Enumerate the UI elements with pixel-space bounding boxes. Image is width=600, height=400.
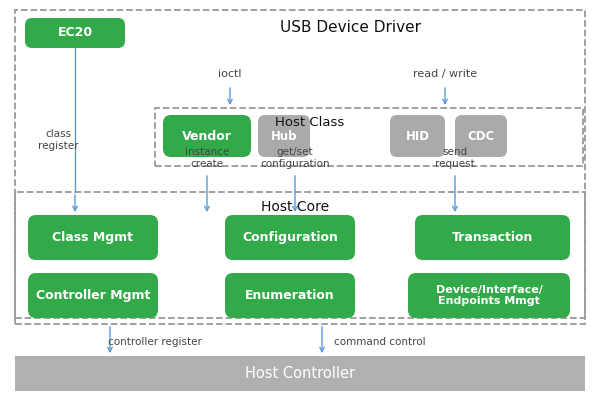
Text: EC20: EC20 (58, 26, 92, 40)
Text: ioctl: ioctl (218, 69, 242, 79)
FancyBboxPatch shape (225, 273, 355, 318)
Text: Controller Mgmt: Controller Mgmt (36, 289, 150, 302)
FancyBboxPatch shape (455, 115, 507, 157)
Text: CDC: CDC (467, 130, 494, 142)
Text: class
register: class register (38, 129, 79, 151)
Text: controller register: controller register (108, 337, 202, 347)
Text: USB Device Driver: USB Device Driver (280, 20, 421, 36)
Text: instance
create: instance create (185, 147, 229, 169)
Text: Host Core: Host Core (261, 200, 329, 214)
FancyBboxPatch shape (415, 215, 570, 260)
Bar (15, 10, 585, 318)
Text: Configuration: Configuration (242, 231, 338, 244)
Text: Enumeration: Enumeration (245, 289, 335, 302)
Text: HID: HID (406, 130, 430, 142)
FancyBboxPatch shape (390, 115, 445, 157)
Text: Host Controller: Host Controller (245, 366, 355, 382)
Bar (15, 192, 585, 324)
Text: Device/Interface/
Endpoints Mmgt: Device/Interface/ Endpoints Mmgt (436, 285, 542, 306)
FancyBboxPatch shape (163, 115, 251, 157)
Text: Class Mgmt: Class Mgmt (53, 231, 133, 244)
FancyBboxPatch shape (28, 273, 158, 318)
FancyBboxPatch shape (225, 215, 355, 260)
FancyBboxPatch shape (408, 273, 570, 318)
Text: read / write: read / write (413, 69, 477, 79)
FancyBboxPatch shape (28, 215, 158, 260)
Text: Vendor: Vendor (182, 130, 232, 142)
Bar (155, 108, 583, 166)
Text: send
request: send request (435, 147, 475, 169)
Text: Hub: Hub (271, 130, 297, 142)
Bar (15, 356, 585, 391)
Text: Transaction: Transaction (452, 231, 533, 244)
FancyBboxPatch shape (258, 115, 310, 157)
Text: get/set
configuration: get/set configuration (260, 147, 330, 169)
Text: command control: command control (334, 337, 426, 347)
FancyBboxPatch shape (25, 18, 125, 48)
Text: Host Class: Host Class (275, 116, 344, 128)
